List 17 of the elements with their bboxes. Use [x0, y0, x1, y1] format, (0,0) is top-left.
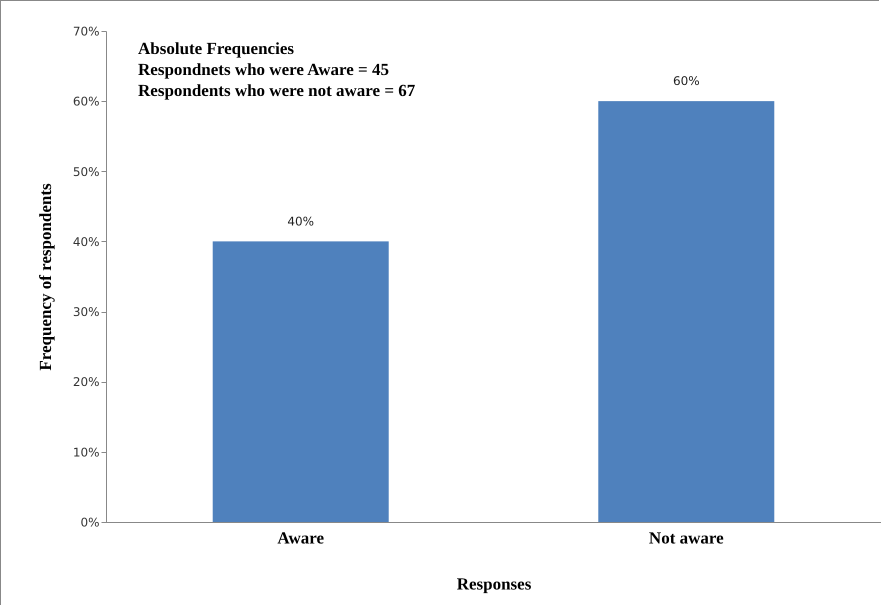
annotation: Absolute Frequencies — [138, 39, 294, 58]
annotation: Respondents who were not aware = 67 — [138, 81, 416, 100]
x-tick-label: Aware — [277, 528, 324, 548]
y-tick-label: 10% — [72, 445, 100, 460]
y-tick-label: 60% — [72, 94, 100, 109]
y-tick-label: 70% — [72, 24, 100, 38]
y-axis-title: Frequency of respondents — [36, 182, 55, 371]
y-tick-label: 30% — [72, 305, 100, 320]
x-tick-label: Not aware — [648, 528, 724, 548]
data-label: 40% — [287, 214, 314, 228]
y-tick-label: 50% — [72, 164, 100, 179]
x-axis-title: Responses — [456, 574, 532, 594]
y-tick-label: 0% — [80, 516, 100, 530]
y-tick-label: 20% — [72, 375, 100, 390]
data-label: 60% — [672, 74, 700, 88]
y-tick-label: 40% — [72, 234, 100, 249]
annotation: Respondnets who were Aware = 45 — [138, 60, 389, 79]
